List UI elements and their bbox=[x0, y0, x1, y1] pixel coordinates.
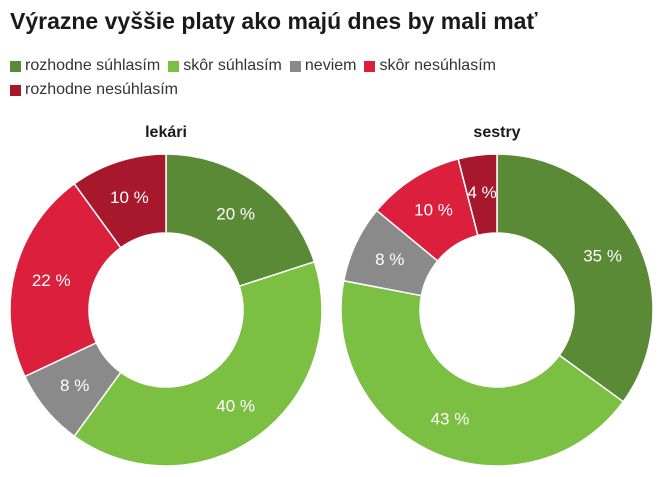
legend-item-rozhodne-nesuhlasim: rozhodne nesúhlasím bbox=[10, 80, 178, 100]
legend: rozhodne súhlasím skôr súhlasím neviem s… bbox=[10, 56, 570, 100]
donut-slice bbox=[496, 153, 654, 403]
donut-slice bbox=[73, 153, 167, 249]
legend-item-skor-nesuhlasim: skôr nesúhlasím bbox=[364, 56, 496, 76]
chart-title: lekári bbox=[145, 124, 187, 141]
donut-chart-lekári: 20 % 40 % 8 % 22 % 10 % lekári bbox=[9, 124, 323, 467]
legend-swatch bbox=[10, 60, 21, 72]
donut-slice bbox=[9, 182, 122, 378]
legend-label: rozhodne nesúhlasím bbox=[25, 81, 178, 98]
slice-label: 43 % bbox=[431, 409, 470, 428]
legend-label: rozhodne súhlasím bbox=[25, 57, 161, 74]
donut-slice bbox=[457, 153, 498, 237]
slice-label: 8 % bbox=[375, 250, 404, 269]
legend-swatch bbox=[10, 84, 21, 96]
slice-label: 35 % bbox=[583, 247, 622, 266]
slice-label: 10 % bbox=[414, 200, 453, 219]
chart-title: sestry bbox=[473, 124, 520, 141]
page-title: Výrazne vyššie platy ako majú dnes by ma… bbox=[10, 8, 538, 34]
slice-label: 40 % bbox=[216, 396, 255, 415]
donut-slice bbox=[340, 279, 625, 467]
slice-label: 4 % bbox=[467, 183, 496, 202]
legend-swatch bbox=[168, 60, 180, 72]
donut-slice bbox=[73, 260, 323, 467]
donut-slice bbox=[165, 153, 316, 288]
legend-label: neviem bbox=[304, 57, 357, 74]
legend-item-rozhodne-suhlasim: rozhodne súhlasím bbox=[10, 56, 160, 76]
legend-swatch bbox=[289, 60, 301, 72]
slice-label: 20 % bbox=[216, 205, 255, 224]
slice-label: 8 % bbox=[60, 376, 89, 395]
slice-label: 22 % bbox=[32, 271, 71, 290]
slice-label: 10 % bbox=[110, 188, 149, 207]
legend-item-neviem: neviem bbox=[289, 56, 357, 76]
legend-item-skor-suhlasim: skôr súhlasím bbox=[168, 56, 282, 76]
legend-swatch bbox=[364, 60, 376, 72]
donut-chart-sestry: 35 % 43 % 8 % 10 % 4 % sestry bbox=[340, 124, 654, 467]
legend-label: skôr nesúhlasím bbox=[379, 57, 496, 74]
legend-label: skôr súhlasím bbox=[183, 57, 282, 74]
